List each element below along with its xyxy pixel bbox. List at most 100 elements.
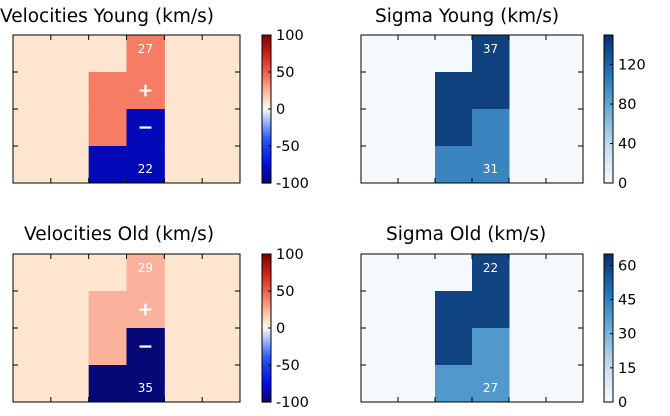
colorbar-segment xyxy=(604,141,613,145)
heatmap-cell xyxy=(472,254,510,292)
heatmap-cell xyxy=(472,146,510,184)
colorbar-segment xyxy=(262,399,271,403)
colorbar-segment xyxy=(262,315,271,319)
colorbar-segment xyxy=(604,308,613,312)
colorbar-segment xyxy=(262,35,271,39)
heatmap-cell xyxy=(472,109,510,147)
colorbar-segment xyxy=(604,67,613,71)
colorbar-segment xyxy=(604,350,613,354)
colorbar-segment xyxy=(262,47,271,51)
colorbar-segment xyxy=(604,37,613,41)
heatmap-cell xyxy=(472,35,510,73)
colorbar-segment xyxy=(604,148,613,152)
colorbar-segment xyxy=(262,165,271,169)
colorbar-segment xyxy=(262,72,271,76)
colorbar-segment xyxy=(604,94,613,98)
colorbar-segment xyxy=(604,146,613,150)
colorbar-segment xyxy=(604,84,613,88)
colorbar-segment xyxy=(262,332,271,336)
colorbar-segment xyxy=(262,141,271,145)
panel-title: Velocities Old (km/s) xyxy=(24,224,214,245)
colorbar-segment xyxy=(262,323,271,327)
colorbar-segment xyxy=(604,328,613,332)
panel-velocities-young: Velocities Young (km/s) 27 + − 22 100 50 0 -50 -1… xyxy=(0,6,309,192)
colorbar-segment xyxy=(262,59,271,63)
colorbar-segment xyxy=(604,69,613,73)
colorbar-segment xyxy=(262,116,271,120)
colorbar-segment xyxy=(604,150,613,154)
colorbar-segment xyxy=(262,39,271,43)
colorbar-segment xyxy=(604,128,613,132)
colorbar-segment xyxy=(262,158,271,162)
colorbar-segment xyxy=(604,49,613,53)
colorbar-segment xyxy=(604,133,613,137)
colorbar-segment xyxy=(604,399,613,403)
colorbar-segment xyxy=(262,104,271,108)
colorbar-segment xyxy=(262,337,271,341)
colorbar-segment xyxy=(262,126,271,130)
colorbar-segment xyxy=(262,113,271,117)
colorbar-segment xyxy=(604,298,613,302)
heatmap-cell xyxy=(435,72,473,110)
colorbar-segment xyxy=(604,131,613,135)
colorbar-segment xyxy=(262,342,271,346)
heatmap-cell xyxy=(126,35,165,73)
colorbar-segment xyxy=(604,173,613,177)
heatmap-cell xyxy=(88,109,127,147)
colorbar-tick-label: 15 xyxy=(618,361,636,377)
colorbar-segment xyxy=(604,367,613,371)
colorbar-segment xyxy=(604,342,613,346)
colorbar-tick-label: 45 xyxy=(618,293,636,309)
colorbar-segment xyxy=(262,273,271,277)
colorbar-segment xyxy=(604,160,613,164)
colorbar-segment xyxy=(262,131,271,135)
colorbar-segment xyxy=(604,72,613,76)
colorbar-segment xyxy=(604,163,613,167)
colorbar-segment xyxy=(604,323,613,327)
colorbar-segment xyxy=(262,303,271,307)
colorbar-tick-label: -100 xyxy=(276,176,309,192)
colorbar-segment xyxy=(604,178,613,182)
colorbar-segment xyxy=(604,158,613,162)
colorbar-segment xyxy=(262,271,271,275)
colorbar-segment xyxy=(262,357,271,361)
colorbar-segment xyxy=(604,81,613,85)
colorbar-segment xyxy=(262,330,271,334)
colorbar-segment xyxy=(604,291,613,295)
cell-label: 22 xyxy=(483,261,498,275)
colorbar-segment xyxy=(262,394,271,398)
colorbar-segment xyxy=(262,384,271,388)
colorbar-segment xyxy=(262,318,271,322)
colorbar-segment xyxy=(604,355,613,359)
colorbar-frame xyxy=(603,253,614,403)
colorbar-segment xyxy=(604,337,613,341)
colorbar-segment xyxy=(604,263,613,267)
colorbar-segment xyxy=(604,74,613,78)
colorbar-segment xyxy=(604,180,613,184)
heatmap-cell xyxy=(472,72,510,110)
colorbar-segment xyxy=(604,121,613,125)
colorbar-segment xyxy=(262,325,271,329)
colorbar-segment xyxy=(262,362,271,366)
sign-marker: + xyxy=(137,299,153,321)
heatmap-cell xyxy=(435,328,473,366)
colorbar-segment xyxy=(262,266,271,270)
colorbar-segment xyxy=(262,42,271,46)
colorbar-segment xyxy=(262,392,271,396)
colorbar-segment xyxy=(604,325,613,329)
heatmap-cell xyxy=(88,365,127,403)
colorbar-segment xyxy=(604,143,613,147)
colorbar-segment xyxy=(604,345,613,349)
colorbar-tick-label: 0 xyxy=(276,102,285,118)
colorbar-segment xyxy=(262,350,271,354)
colorbar-segment xyxy=(262,49,271,53)
colorbar-tick-label: 80 xyxy=(618,97,636,113)
colorbar-segment xyxy=(262,256,271,260)
colorbar-segment xyxy=(262,261,271,265)
colorbar-segment xyxy=(262,170,271,174)
colorbar-frame xyxy=(603,34,614,184)
heatmap-cell xyxy=(472,365,510,403)
colorbar-segment xyxy=(262,320,271,324)
colorbar-tick-label: 60 xyxy=(618,258,636,274)
